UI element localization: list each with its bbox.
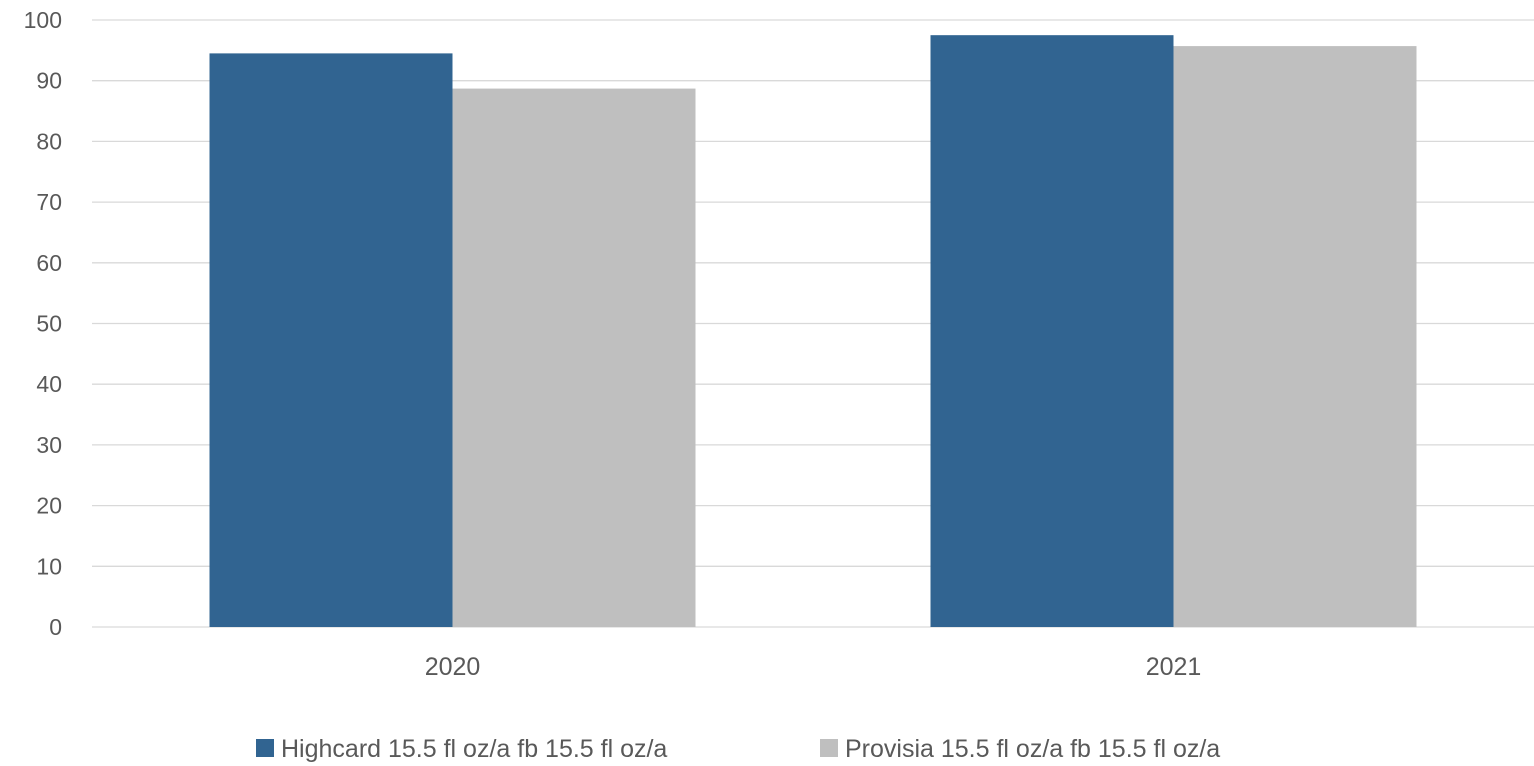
y-tick-label: 50 bbox=[36, 311, 62, 337]
y-tick-label: 100 bbox=[24, 7, 62, 33]
bar-2021-series-1 bbox=[930, 35, 1174, 628]
bar-2021-series-2 bbox=[1173, 46, 1417, 627]
y-tick-label: 10 bbox=[36, 553, 62, 579]
legend-label: Highcard 15.5 fl oz/a fb 15.5 fl oz/a bbox=[281, 735, 667, 763]
y-tick-label: 60 bbox=[36, 250, 62, 276]
y-tick-label: 30 bbox=[36, 432, 62, 458]
legend: Highcard 15.5 fl oz/a fb 15.5 fl oz/a Pro… bbox=[256, 735, 1220, 763]
bars bbox=[209, 35, 1417, 628]
y-tick-label: 90 bbox=[36, 68, 62, 94]
bar-2020-series-2 bbox=[452, 88, 696, 627]
y-axis-tick-labels: 0 10 20 30 40 50 60 70 80 90 100 bbox=[24, 7, 62, 640]
y-tick-label: 40 bbox=[36, 371, 62, 397]
x-category-label: 2021 bbox=[1146, 653, 1202, 681]
bar-2020-series-1 bbox=[209, 53, 453, 627]
x-axis-category-labels: 2020 2021 bbox=[425, 653, 1202, 681]
y-tick-label: 80 bbox=[36, 128, 62, 154]
legend-label: Provisia 15.5 fl oz/a fb 15.5 fl oz/a bbox=[845, 735, 1220, 763]
x-category-label: 2020 bbox=[425, 653, 481, 681]
legend-swatch bbox=[820, 739, 838, 757]
y-tick-label: 70 bbox=[36, 189, 62, 215]
y-tick-label: 20 bbox=[36, 493, 62, 519]
y-tick-label: 0 bbox=[49, 614, 62, 640]
legend-swatch bbox=[256, 739, 274, 757]
